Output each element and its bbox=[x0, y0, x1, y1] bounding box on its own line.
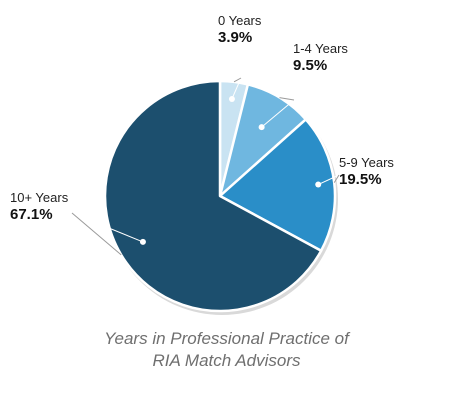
leader-dot bbox=[139, 238, 146, 245]
slice-layer bbox=[103, 79, 338, 315]
pie-slice-5-9-years bbox=[218, 118, 337, 253]
leader-line-outer bbox=[233, 77, 242, 83]
slice-value-label: 9.5% bbox=[293, 56, 328, 74]
slice-value-label: 67.1% bbox=[10, 205, 53, 223]
slice-value-label: 3.9% bbox=[218, 28, 253, 46]
leader-line bbox=[71, 212, 144, 243]
slice-label-0-years: 0 Years 3.9% bbox=[218, 13, 262, 46]
pie-slice-10-plus-years bbox=[103, 79, 323, 313]
leader-line-outer bbox=[333, 174, 340, 183]
leader-line-outer bbox=[279, 97, 295, 101]
leader-layer bbox=[71, 77, 340, 256]
slice-label-10-plus-years: 10+ Years 67.1% bbox=[10, 190, 69, 223]
slice-category-label: 0 Years bbox=[218, 13, 262, 28]
slice-category-label: 10+ Years bbox=[10, 190, 69, 205]
slice-label-5-9-years: 5-9 Years 19.5% bbox=[339, 155, 394, 188]
chart-title-line-2: RIA Match Advisors bbox=[152, 351, 301, 371]
slice-value-label: 19.5% bbox=[339, 170, 382, 188]
leader-dot bbox=[315, 181, 322, 188]
chart-title: Years in Professional Practice of RIA Ma… bbox=[0, 328, 453, 372]
leader-dot bbox=[228, 95, 235, 102]
leader-line bbox=[261, 99, 295, 128]
pie-chart bbox=[71, 77, 340, 315]
slice-label-1-4-years: 1-4 Years 9.5% bbox=[293, 41, 348, 74]
leader-dot bbox=[258, 124, 265, 131]
chart-title-line-1: Years in Professional Practice of bbox=[104, 329, 349, 348]
leader-line bbox=[231, 77, 242, 100]
slice-category-label: 1-4 Years bbox=[293, 41, 348, 56]
slice-category-label: 5-9 Years bbox=[339, 155, 394, 170]
leader-line bbox=[318, 174, 340, 185]
leader-line-outer bbox=[71, 212, 122, 256]
